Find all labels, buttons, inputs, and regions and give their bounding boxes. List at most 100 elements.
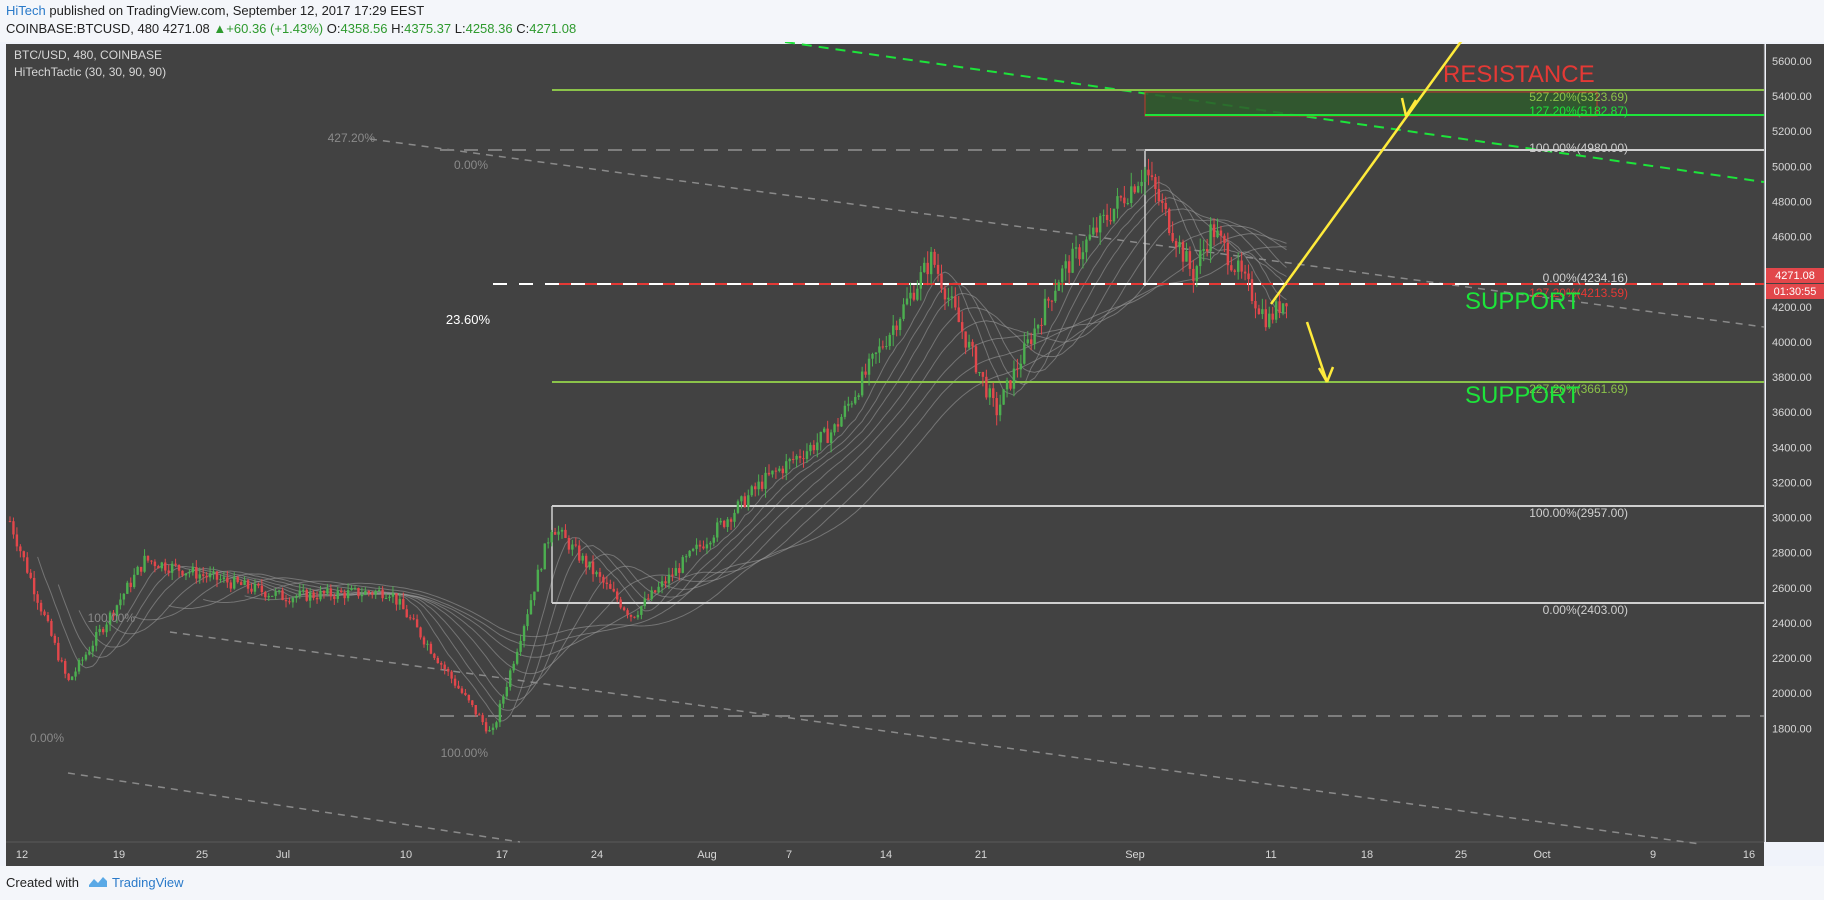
candle-body bbox=[647, 598, 650, 600]
fib-227-label: 227.20%(3661.69) bbox=[1529, 382, 1628, 396]
candle-body bbox=[491, 727, 495, 731]
candle-body bbox=[174, 563, 177, 565]
candle-body bbox=[981, 372, 985, 377]
candle-body bbox=[1005, 380, 1009, 390]
x-tick-label: 10 bbox=[400, 849, 412, 861]
candle-body bbox=[840, 416, 843, 427]
candle-body bbox=[136, 566, 139, 575]
candle-body bbox=[164, 562, 167, 571]
candle-body bbox=[685, 556, 688, 558]
y-tick-label: 4000.00 bbox=[1772, 337, 1812, 349]
candle-body bbox=[74, 671, 77, 677]
candle-body bbox=[450, 671, 453, 679]
candle-body bbox=[246, 580, 250, 589]
candle-body bbox=[153, 561, 157, 567]
candle-body bbox=[902, 304, 905, 319]
candle-body bbox=[436, 657, 439, 664]
candle-body bbox=[1067, 261, 1071, 273]
candle-body bbox=[1281, 303, 1285, 313]
candle-body bbox=[553, 532, 557, 535]
candle-body bbox=[1016, 368, 1019, 370]
candle-body bbox=[1030, 339, 1033, 345]
candle-body bbox=[43, 611, 46, 616]
candle-body bbox=[1192, 268, 1195, 282]
bearish-arrow[interactable] bbox=[1305, 321, 1329, 383]
candle-body bbox=[1074, 247, 1078, 249]
candle-body bbox=[505, 686, 508, 697]
fib-100-far-left-label: 100.00% bbox=[88, 611, 136, 625]
candle-body bbox=[926, 262, 929, 275]
candle-body bbox=[795, 455, 798, 460]
candle-body bbox=[360, 594, 364, 597]
ohlc-line: COINBASE:BTCUSD, 480 4271.08 ▲+60.36 (+1… bbox=[6, 21, 576, 36]
candle-body bbox=[857, 395, 860, 398]
candle-body bbox=[629, 614, 633, 617]
candle-body bbox=[574, 544, 577, 546]
candle-body bbox=[91, 645, 94, 652]
candle-body bbox=[798, 455, 802, 459]
bullish-arrow[interactable] bbox=[1269, 35, 1467, 305]
candle-body bbox=[1171, 233, 1174, 242]
candle-body bbox=[581, 555, 584, 561]
candle-body bbox=[785, 461, 788, 474]
y-tick-label: 5000.00 bbox=[1772, 161, 1812, 173]
candle-body bbox=[819, 431, 822, 443]
legend-indicator[interactable]: HiTechTactic (30, 30, 90, 90) bbox=[14, 65, 166, 79]
candle-body bbox=[398, 598, 402, 605]
candle-body bbox=[812, 444, 816, 451]
author-link[interactable]: HiTech bbox=[6, 3, 46, 18]
candle-body bbox=[1105, 214, 1109, 221]
y-tick-label: 2000.00 bbox=[1772, 688, 1812, 700]
candle-body bbox=[1164, 203, 1167, 210]
candle-body bbox=[1268, 313, 1271, 328]
candle-body bbox=[643, 598, 646, 607]
candle-body bbox=[177, 564, 181, 571]
candle-body bbox=[1154, 176, 1157, 190]
candle-body bbox=[67, 673, 70, 680]
candle-body bbox=[229, 582, 232, 589]
candle-body bbox=[1188, 251, 1192, 269]
candle-body bbox=[340, 590, 343, 593]
candle-body bbox=[1112, 208, 1116, 222]
candle-body bbox=[754, 486, 757, 490]
candle-body bbox=[50, 620, 53, 636]
candle-body bbox=[716, 522, 719, 538]
candle-body bbox=[419, 627, 422, 638]
y-tick-label: 3400.00 bbox=[1772, 442, 1812, 454]
price-chart[interactable]: 527.20%(5323.69) 127.20%(5182.87) 100.00… bbox=[0, 35, 1824, 866]
candle-body bbox=[46, 615, 50, 621]
fib-427-left-label: 427.20% bbox=[328, 131, 376, 145]
x-tick-label: Aug bbox=[697, 849, 717, 861]
candle-body bbox=[995, 398, 998, 416]
middle-gray-trendline[interactable] bbox=[169, 631, 1701, 845]
candle-body bbox=[1095, 227, 1098, 233]
candle-body bbox=[253, 583, 257, 592]
candle-body bbox=[8, 521, 12, 523]
candle-body bbox=[77, 660, 81, 672]
candle-body bbox=[239, 582, 243, 586]
candle-body bbox=[1226, 242, 1230, 266]
time-axis[interactable] bbox=[6, 842, 1764, 866]
chart-area[interactable]: 527.20%(5323.69) 127.20%(5182.87) 100.00… bbox=[0, 35, 1824, 866]
candle-body bbox=[433, 653, 436, 658]
candle-body bbox=[409, 617, 412, 619]
candle-body bbox=[1078, 247, 1081, 260]
candle-body bbox=[929, 251, 933, 275]
candle-body bbox=[640, 606, 643, 615]
x-tick-label: 24 bbox=[591, 849, 603, 861]
lower-gray-trendline[interactable] bbox=[67, 772, 521, 843]
candle-body bbox=[740, 496, 743, 502]
upper-gray-trendline[interactable] bbox=[369, 138, 1765, 328]
candle-body bbox=[29, 572, 32, 578]
candle-body bbox=[881, 346, 885, 348]
tradingview-link[interactable]: TradingView bbox=[112, 875, 184, 890]
candle-body bbox=[346, 590, 350, 599]
candle-body bbox=[729, 519, 733, 522]
candle-body bbox=[1054, 290, 1057, 302]
x-tick-label: Sep bbox=[1125, 849, 1145, 861]
candle-body bbox=[277, 590, 281, 592]
candle-body bbox=[743, 496, 747, 507]
candle-body bbox=[1140, 181, 1143, 187]
candle-body bbox=[81, 659, 84, 661]
price-axis[interactable] bbox=[1766, 44, 1824, 842]
